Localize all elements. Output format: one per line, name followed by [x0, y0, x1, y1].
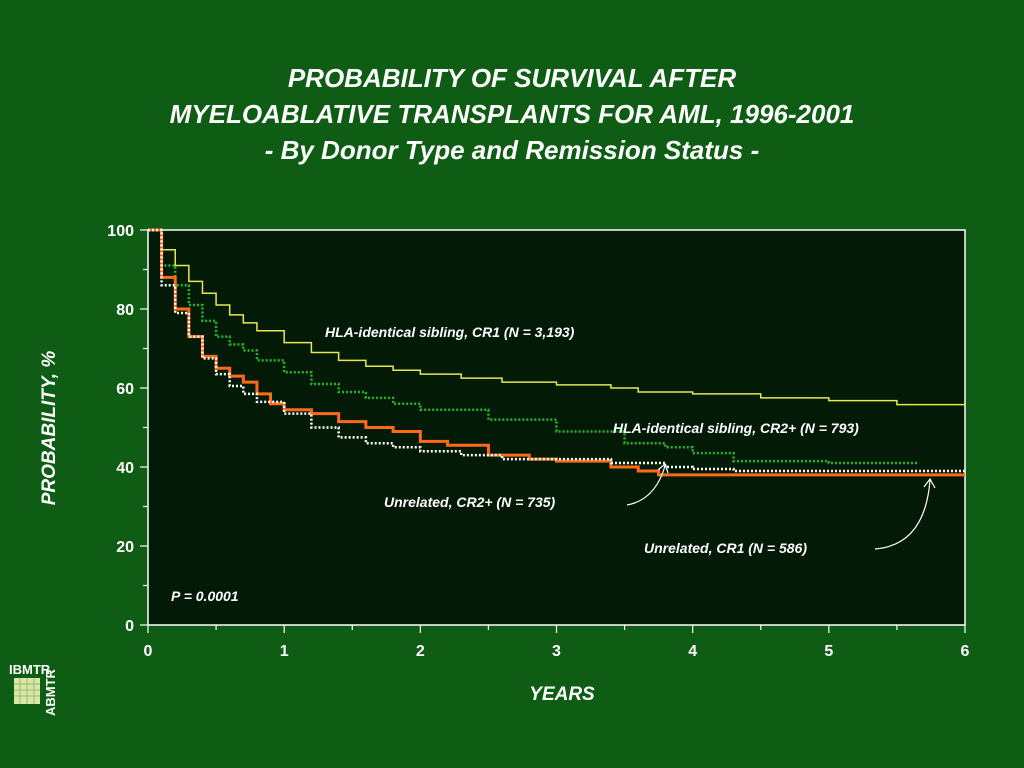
arrowhead-unrelated-cr1 — [923, 477, 936, 489]
x-tick-label: 4 — [688, 643, 697, 660]
y-tick-label: 20 — [116, 539, 134, 556]
arrowhead-unrelated-cr2 — [657, 462, 669, 474]
x-tick-label: 1 — [280, 643, 289, 660]
y-tick-label: 40 — [116, 460, 134, 477]
chart-title-line-3: - By Donor Type and Remission Status - — [264, 135, 760, 165]
y-axis-label: PROBABILITY, % — [39, 351, 60, 506]
series-layer — [148, 228, 966, 477]
x-tick-label: 6 — [961, 643, 970, 660]
x-tick-label: 2 — [416, 643, 425, 660]
x-tick-label: 3 — [552, 643, 561, 660]
y-tick-label: 80 — [116, 302, 134, 319]
label-sibling-cr2: HLA-identical sibling, CR2+ (N = 793) — [613, 420, 859, 436]
arrow-unrelated-cr1 — [874, 479, 931, 550]
p-value-annotation: P = 0.0001 — [171, 588, 239, 604]
y-tick-label: 0 — [125, 618, 134, 635]
chart-title-line-1: PROBABILITY OF SURVIVAL AFTER — [287, 63, 737, 93]
series-line-1 — [148, 228, 918, 465]
logo-text-ibmtr: IBMTR — [9, 662, 51, 677]
logo-text-abmtr: ABMTR — [43, 668, 58, 716]
x-tick-label: 5 — [824, 643, 833, 660]
series-line-0 — [148, 229, 966, 406]
label-unrelated-cr1: Unrelated, CR1 (N = 586) — [644, 540, 807, 556]
x-axis-label: YEARS — [529, 684, 595, 705]
y-tick-label: 100 — [107, 223, 134, 240]
plot-area — [147, 229, 966, 626]
label-sibling-cr1: HLA-identical sibling, CR1 (N = 3,193) — [325, 324, 575, 340]
x-tick-label: 0 — [144, 643, 153, 660]
y-tick-label: 60 — [116, 381, 134, 398]
arrow-unrelated-cr2 — [626, 465, 666, 506]
ibmtr-abmtr-logo: IBMTR ABMTR — [9, 662, 58, 716]
axis-ticks — [140, 229, 966, 633]
labels-layer: 0 20 40 60 80 100 0 1 2 3 4 5 6 — [107, 223, 969, 660]
label-unrelated-cr2: Unrelated, CR2+ (N = 735) — [384, 494, 556, 510]
chart-title-line-2: MYELOABLATIVE TRANSPLANTS FOR AML, 1996-… — [169, 99, 855, 129]
